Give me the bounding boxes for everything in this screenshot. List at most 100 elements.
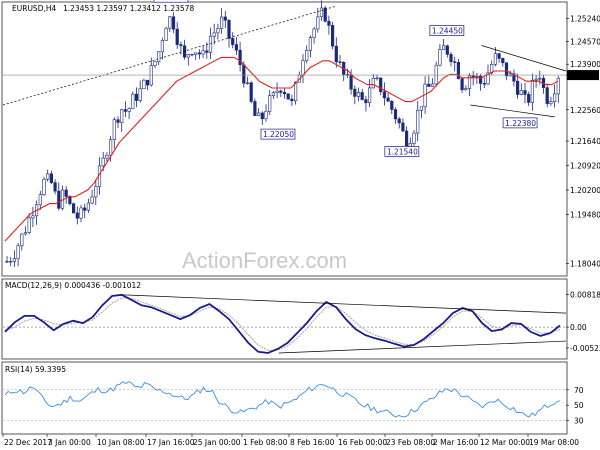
xtick-label: 3 Jan 00:00 <box>48 438 91 447</box>
candle-body <box>323 7 327 22</box>
candle-body <box>349 74 353 90</box>
candle-body <box>31 215 35 219</box>
candle-body <box>460 78 464 91</box>
candle-body <box>164 27 168 41</box>
pivot-label-box <box>260 128 296 140</box>
candle-body <box>449 54 453 62</box>
pivot-label: 1.21540 <box>387 147 418 156</box>
candle-body <box>216 28 220 34</box>
xtick-label: 10 Jan 08:00 <box>97 438 145 447</box>
xtick-label: 19 Mar 08:00 <box>529 438 579 447</box>
price-ytick-label: 1.19480 <box>570 210 600 219</box>
candle-body <box>308 37 312 51</box>
candle-body <box>475 75 479 78</box>
candle-body <box>179 44 183 47</box>
candle-body <box>456 62 460 79</box>
rsi-panel <box>1 361 568 435</box>
candle-body <box>234 44 238 51</box>
candle-body <box>101 157 105 167</box>
candle-body <box>497 53 501 59</box>
candle-body <box>438 49 442 66</box>
candle-body <box>290 98 294 102</box>
candle-body <box>275 90 279 93</box>
pivot-label: 1.22050 <box>263 130 294 139</box>
macd-header: MACD(12,26,9) 0.000436 -0.001012 <box>5 281 141 290</box>
candle-body <box>157 51 161 62</box>
candle-body <box>445 45 449 55</box>
candle-body <box>253 101 257 116</box>
price-ytick-label: 1.20920 <box>570 162 600 171</box>
candle-body <box>134 93 139 101</box>
xtick-label: 23 Feb 08:00 <box>386 438 435 447</box>
xtick-label: 16 Feb 00:00 <box>338 438 387 447</box>
candle-body <box>120 109 124 123</box>
candle-body <box>523 90 527 95</box>
candle-body <box>364 99 368 104</box>
price-ytick-label: 1.25240 <box>570 15 600 24</box>
candle-body <box>504 62 509 77</box>
macd-signal-line <box>4 297 561 351</box>
candle-body <box>305 50 309 62</box>
candle-body <box>123 109 127 112</box>
candle-body <box>94 186 98 198</box>
candle-body <box>138 88 142 101</box>
candle-body <box>245 82 250 84</box>
candle-body <box>5 261 9 263</box>
candle-body <box>301 60 305 76</box>
candle-body <box>486 72 490 85</box>
candle-body <box>516 80 520 95</box>
candle-body <box>479 75 483 84</box>
current-price-label: 1.23580 <box>568 71 599 80</box>
candle-body <box>549 101 553 104</box>
candle-body <box>249 82 253 102</box>
candle-body <box>334 45 338 63</box>
candle-body <box>379 77 383 93</box>
candle-body <box>545 87 549 104</box>
price-ytick-label: 1.23900 <box>570 60 600 69</box>
price-ytick-label: 1.20200 <box>570 186 600 195</box>
pivot-label-box <box>153 0 189 3</box>
pivot-label-box <box>429 25 465 36</box>
candle-body <box>319 7 324 18</box>
candle-body <box>9 261 13 263</box>
candle-body <box>453 61 457 63</box>
candle-body <box>153 61 157 66</box>
candle-body <box>142 79 146 90</box>
candle-body <box>131 93 135 109</box>
xtick-label: 8 Feb 16:00 <box>290 438 335 447</box>
xtick-label: 25 Jan 00:00 <box>193 438 241 447</box>
candle-body <box>109 139 113 156</box>
candle-body <box>242 64 246 84</box>
macd-ytick-label: 0.008182 <box>570 290 600 299</box>
candle-body <box>168 16 172 29</box>
candle-body <box>375 77 379 80</box>
candle-body <box>194 52 198 55</box>
candle-body <box>72 203 76 214</box>
ohlc-header: 1.23453 1.23597 1.23412 1.23578 <box>63 4 194 13</box>
candle-body <box>146 79 150 86</box>
candle-body <box>467 75 472 89</box>
candle-body <box>360 92 364 100</box>
candle-body <box>501 58 505 64</box>
candle-body <box>416 109 420 134</box>
candle-body <box>464 88 468 91</box>
candle-body <box>20 233 24 247</box>
trendline-channel-bottom <box>470 104 555 118</box>
candle-body <box>327 20 331 26</box>
candle-body <box>257 112 261 116</box>
candle-body <box>57 190 61 209</box>
candle-body <box>386 97 390 102</box>
xtick-label: 22 Dec 2017 <box>4 438 52 447</box>
candle-body <box>197 52 201 55</box>
candle-body <box>38 194 42 206</box>
xtick-label: 1 Feb 08:00 <box>243 438 288 447</box>
xtick-label: 17 Jan 16:00 <box>147 438 195 447</box>
candle-body <box>220 16 224 29</box>
candle-body <box>393 109 398 120</box>
candle-body <box>534 78 538 81</box>
candle-body <box>331 25 335 47</box>
candle-body <box>397 118 401 124</box>
candle-body <box>105 154 109 159</box>
candle-body <box>27 217 31 233</box>
